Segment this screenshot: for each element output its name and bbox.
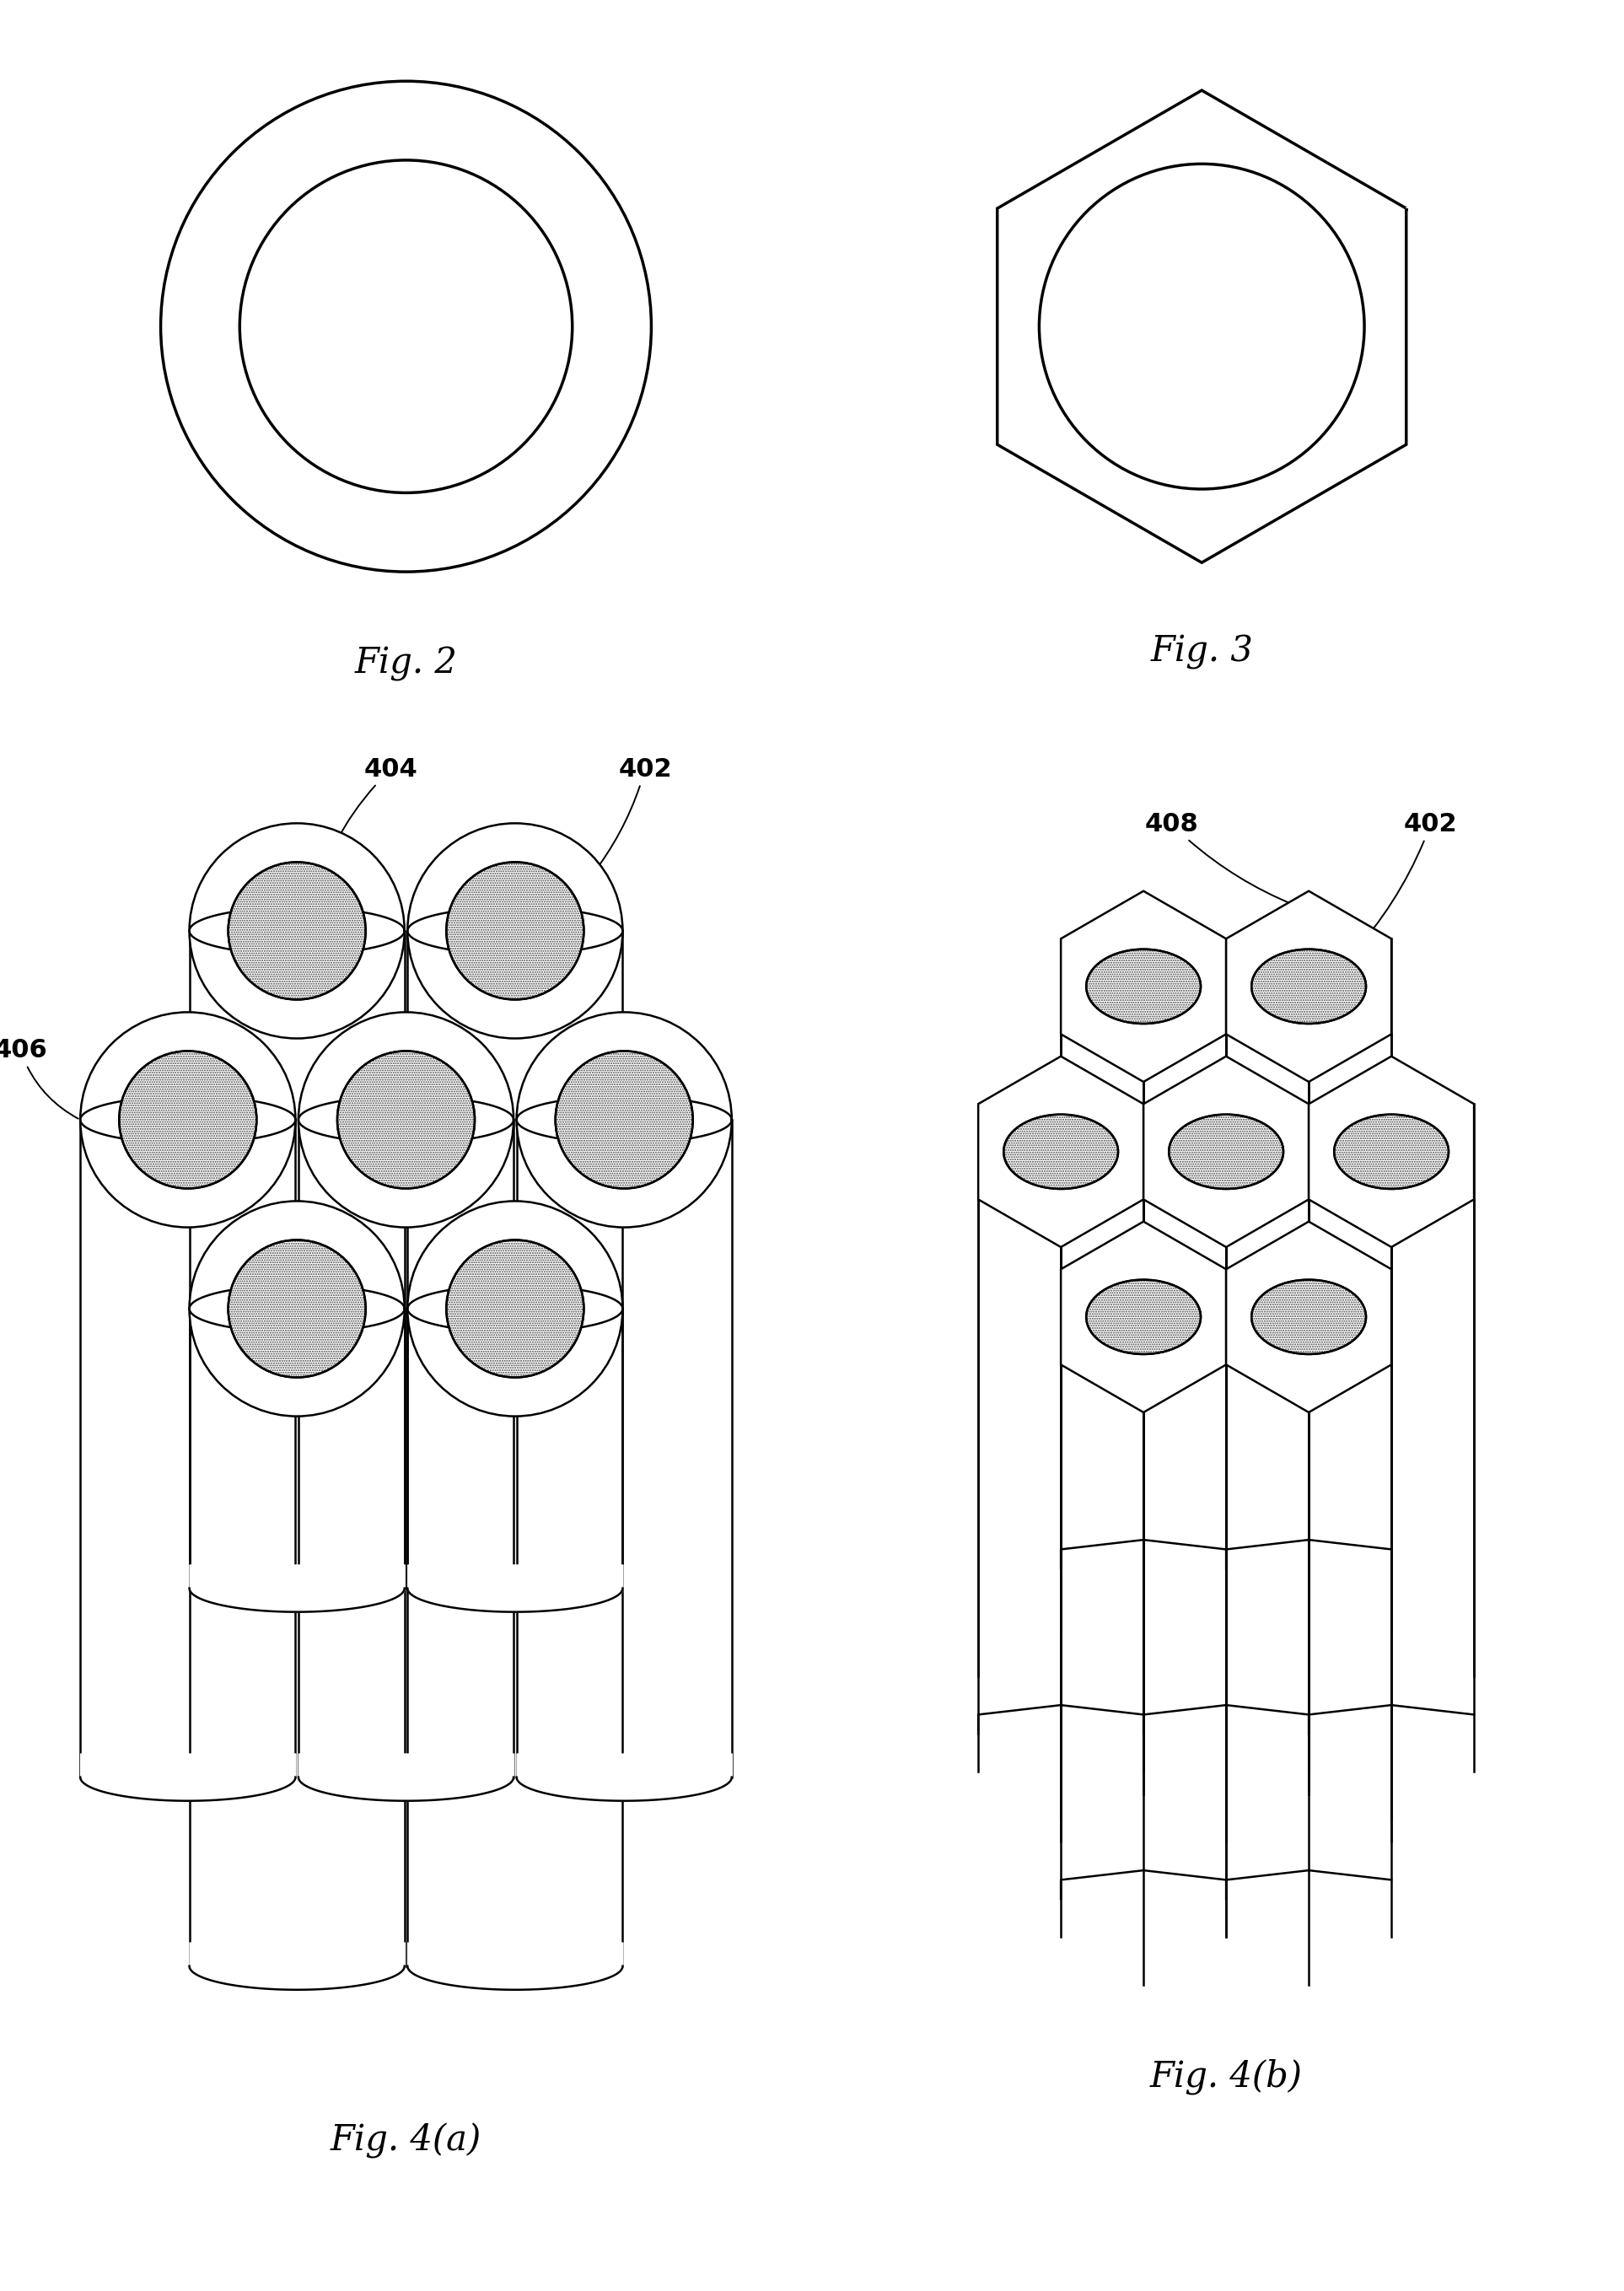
Ellipse shape [1252,1281,1366,1354]
Ellipse shape [1252,948,1366,1024]
Text: Fig. 3: Fig. 3 [1150,635,1254,669]
Text: 402: 402 [591,756,672,875]
Text: 406: 406 [0,1038,78,1118]
Text: Fig. 2: Fig. 2 [354,646,458,680]
Polygon shape [190,1308,404,1966]
Polygon shape [1143,1056,1309,1246]
Ellipse shape [1004,1113,1117,1189]
Circle shape [408,822,622,1038]
Circle shape [1039,165,1364,488]
Ellipse shape [229,1239,365,1377]
Polygon shape [1060,891,1226,1081]
Circle shape [190,1200,404,1416]
Ellipse shape [1169,1113,1283,1189]
Circle shape [299,1013,513,1228]
Polygon shape [1226,1221,1392,1411]
Text: Fig. 4(a): Fig. 4(a) [330,2124,482,2158]
Circle shape [240,160,572,493]
Polygon shape [1060,1221,1226,1411]
Text: 408: 408 [1145,811,1293,905]
Ellipse shape [1086,1281,1200,1354]
Circle shape [190,822,404,1038]
Polygon shape [997,89,1406,564]
Ellipse shape [229,861,365,999]
Ellipse shape [119,1052,257,1189]
Ellipse shape [1335,1113,1449,1189]
Polygon shape [80,1120,296,1778]
Polygon shape [190,930,404,1588]
Ellipse shape [447,861,583,999]
Text: 404: 404 [312,756,417,907]
Ellipse shape [555,1052,693,1189]
Polygon shape [299,1120,513,1778]
Ellipse shape [1086,948,1200,1024]
Text: Fig. 4(b): Fig. 4(b) [1150,2060,1302,2094]
Ellipse shape [338,1052,474,1189]
Polygon shape [408,930,622,1588]
Circle shape [516,1013,732,1228]
Polygon shape [516,1120,732,1778]
Polygon shape [978,1056,1143,1246]
Text: 402: 402 [1351,811,1457,955]
Polygon shape [1309,1056,1475,1246]
Circle shape [161,80,651,573]
Polygon shape [1226,891,1392,1081]
Ellipse shape [447,1239,583,1377]
Polygon shape [408,1308,622,1966]
Circle shape [408,1200,622,1416]
Circle shape [80,1013,296,1228]
